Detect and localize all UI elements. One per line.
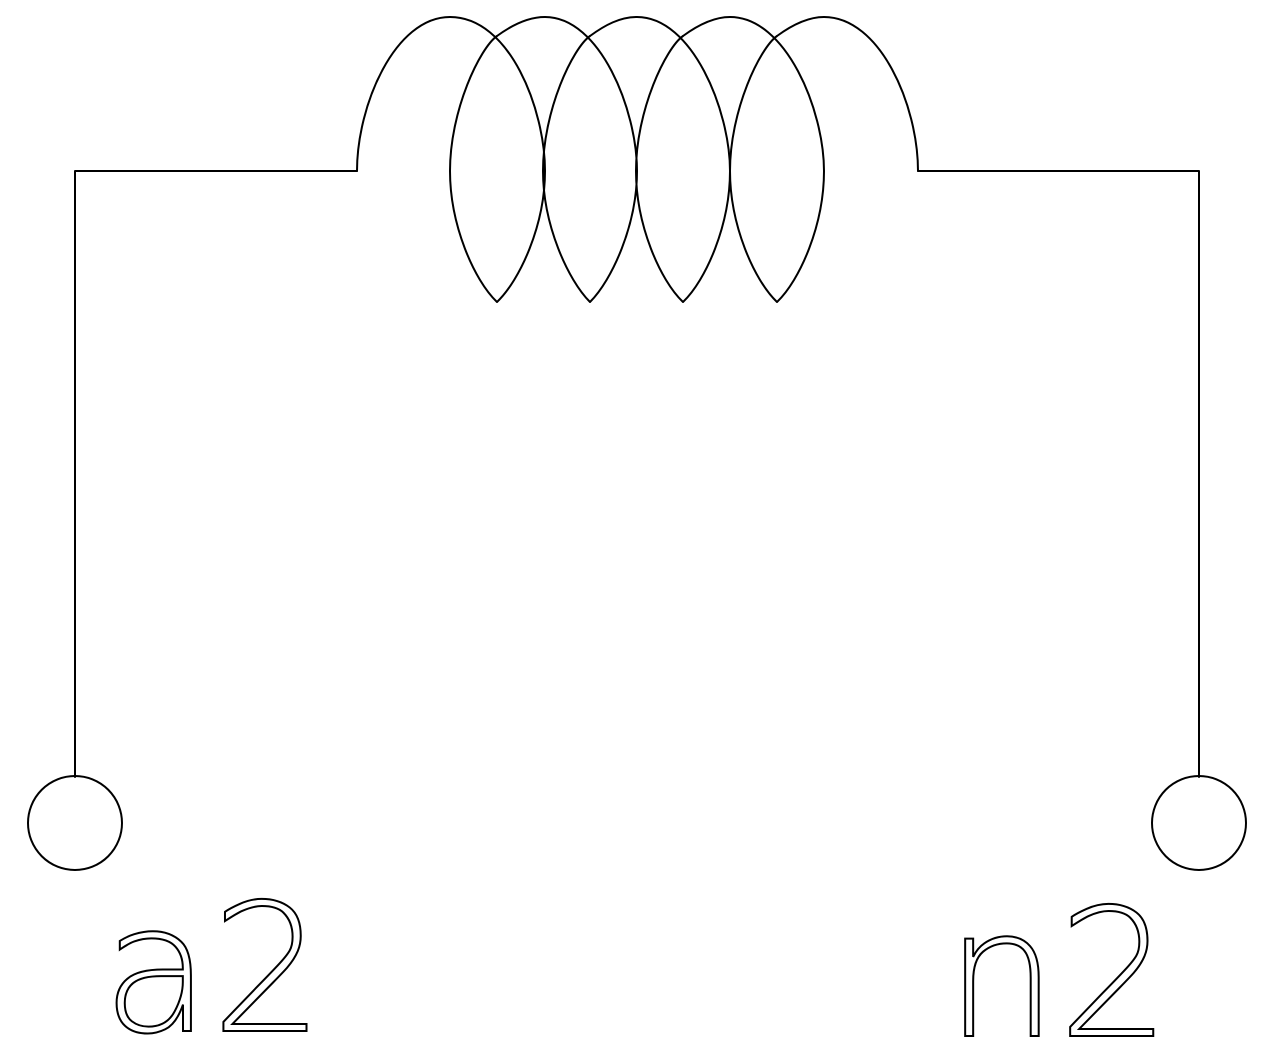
terminal-label-a2: a2 bbox=[102, 866, 324, 1061]
coil bbox=[356, 16, 919, 303]
coil-turn-1 bbox=[356, 16, 546, 303]
terminal-n2 bbox=[1151, 775, 1247, 871]
right-lead-wire bbox=[917, 170, 1200, 778]
coil-turn-2 bbox=[496, 16, 638, 303]
coil-turn-3 bbox=[589, 16, 731, 303]
terminal-a2 bbox=[27, 775, 123, 871]
terminal-label-n2: n2 bbox=[945, 871, 1171, 1061]
left-lead-wire bbox=[74, 170, 358, 778]
coil-turn-4 bbox=[682, 16, 825, 303]
coil-turn-5 bbox=[776, 16, 919, 172]
